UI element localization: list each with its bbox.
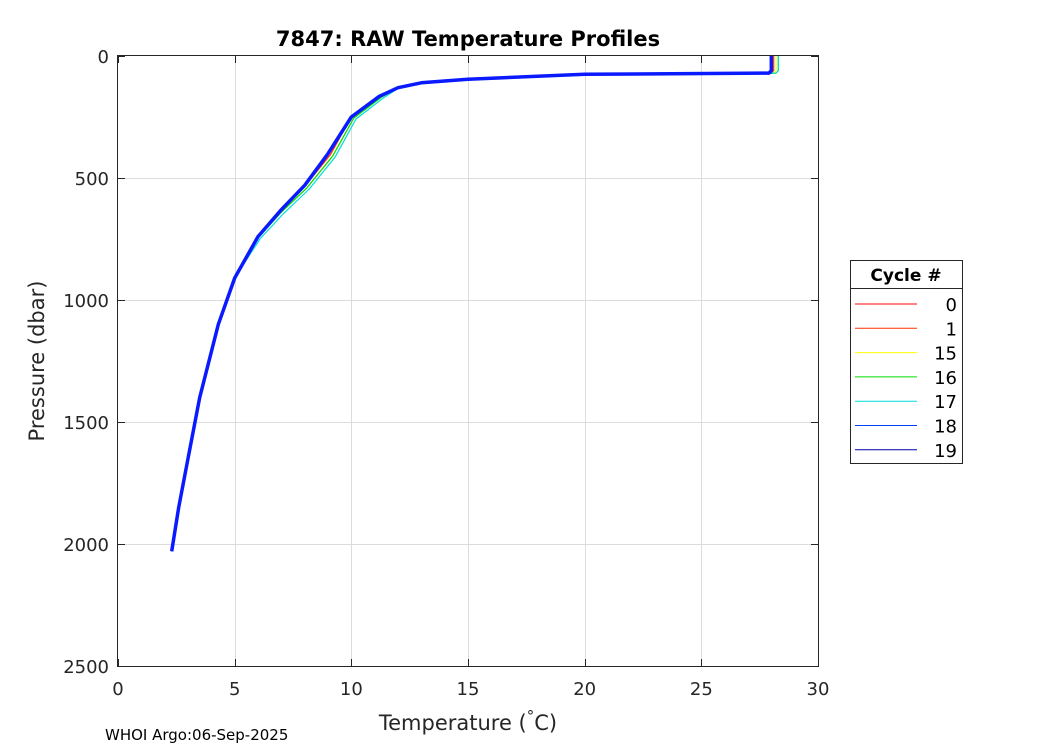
y-tick-label: 2000	[63, 535, 109, 556]
legend: Cycle # 0 1 15 16 17 18 19	[850, 260, 963, 464]
x-tick-label: 5	[229, 679, 240, 700]
series-layer	[169, 56, 779, 552]
plot-frame	[117, 55, 819, 667]
legend-label-16: 16	[934, 368, 957, 389]
y-tick-label: 2500	[63, 657, 109, 678]
legend-label-19: 19	[934, 441, 957, 462]
ticks: 0 5 10 15 20 25 30 0 500 1000 1500 2000 2500	[63, 47, 829, 700]
series-line-19	[169, 56, 774, 552]
y-tick-label: 1000	[63, 291, 109, 312]
series-line-18	[171, 56, 772, 552]
legend-entries: 0 1 15 16 17 18 19	[855, 295, 957, 462]
x-axis-label-degree: °	[527, 707, 535, 725]
y-tick-label: 0	[98, 47, 109, 68]
x-tick-label: 25	[690, 679, 713, 700]
legend-label-18: 18	[934, 417, 957, 438]
legend-box	[850, 260, 963, 464]
legend-label-17: 17	[934, 392, 957, 413]
legend-label-1: 1	[946, 319, 957, 340]
x-tick-label: 10	[340, 679, 363, 700]
series-line-16	[171, 56, 779, 552]
series-line-0	[171, 56, 772, 552]
legend-label-15: 15	[934, 344, 957, 365]
x-tick-label: 0	[112, 679, 123, 700]
x-axis-label-unit: C)	[534, 711, 557, 735]
x-tick-label: 20	[573, 679, 596, 700]
chart-title: 7847: RAW Temperature Profiles	[276, 27, 660, 51]
grid	[118, 56, 818, 666]
x-axis-label-main: Temperature (	[378, 711, 527, 735]
footer-credit: WHOI Argo:06-Sep-2025	[105, 726, 289, 744]
legend-label-0: 0	[946, 295, 957, 316]
x-tick-label: 15	[457, 679, 480, 700]
x-axis-label: Temperature (°C)	[378, 707, 557, 735]
x-tick-label: 30	[807, 679, 830, 700]
y-tick-label: 500	[75, 169, 109, 190]
series-line-17	[171, 56, 779, 552]
y-axis-label: Pressure (dbar)	[25, 281, 49, 442]
series-line-15	[171, 56, 777, 552]
legend-title: Cycle #	[870, 266, 941, 286]
y-tick-label: 1500	[63, 413, 109, 434]
series-line-1	[171, 56, 775, 552]
